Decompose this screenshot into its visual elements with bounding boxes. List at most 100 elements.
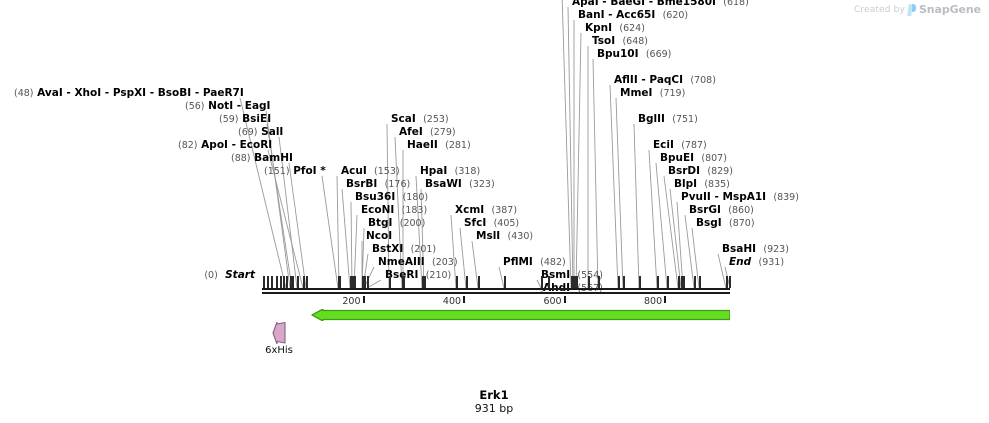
restriction-site-label[interactable]: MmeI (719) — [620, 87, 685, 100]
site-name[interactable]: MmeI — [620, 87, 653, 99]
restriction-site-label[interactable]: BsrDI (829) — [668, 165, 733, 178]
site-name[interactable]: BamHI — [254, 152, 293, 164]
site-name[interactable]: HaeII — [407, 139, 438, 151]
site-name[interactable]: End — [729, 256, 752, 268]
site-name[interactable]: Bme1580I — [656, 0, 716, 8]
site-name[interactable]: KpnI — [585, 22, 613, 34]
site-name[interactable]: SfcI — [464, 217, 487, 229]
site-name[interactable]: AfeI — [399, 126, 423, 138]
restriction-site-label[interactable]: BsrBI (176) — [346, 178, 410, 191]
site-position: (82) — [178, 140, 198, 151]
site-name[interactable]: TsoI — [592, 35, 616, 47]
site-name[interactable]: Bpu10I — [597, 48, 639, 60]
site-name[interactable]: NmeAIII — [378, 256, 425, 268]
site-name[interactable]: NcoI — [366, 230, 393, 242]
site-name[interactable]: PaeR7I — [202, 87, 244, 99]
site-name[interactable]: AflII — [614, 74, 638, 86]
site-name[interactable]: EcoNI — [361, 204, 395, 216]
restriction-site-label[interactable]: ApaI - BaeGI - Bme1580I (618) — [572, 0, 749, 9]
restriction-site-label[interactable]: BpuEI (807) — [660, 152, 727, 165]
6xhis-feature-arrow[interactable] — [272, 322, 286, 344]
site-name[interactable]: MspA1I — [722, 191, 767, 203]
site-name[interactable]: ScaI — [391, 113, 416, 125]
restriction-site-label[interactable]: AflII - PaqCI (708) — [614, 74, 716, 87]
site-name[interactable]: EciI — [653, 139, 674, 151]
erk1-orf-arrow[interactable] — [311, 309, 730, 321]
restriction-site-label[interactable]: AfeI (279) — [399, 126, 456, 139]
restriction-site-label[interactable]: EciI (787) — [653, 139, 707, 152]
site-name[interactable]: HpaI — [420, 165, 448, 177]
restriction-site-label[interactable]: BanI - Acc65I (620) — [578, 9, 688, 22]
restriction-site-label[interactable]: BsaWI (323) — [425, 178, 495, 191]
site-name[interactable]: ApaI — [572, 0, 599, 8]
site-name[interactable]: BsmI — [541, 269, 571, 281]
cut-site-tick — [657, 276, 659, 288]
site-name[interactable]: PaqCI — [649, 74, 684, 86]
site-name[interactable]: BsrGI — [689, 204, 721, 216]
site-name[interactable]: MslI — [476, 230, 501, 242]
site-name[interactable]: Acc65I — [616, 9, 656, 21]
restriction-site-label[interactable]: TsoI (648) — [592, 35, 648, 48]
restriction-site-label[interactable]: (69) SalI — [238, 126, 283, 139]
restriction-site-label[interactable]: (88) BamHI — [231, 152, 293, 165]
restriction-site-label[interactable]: BsgI (870) — [696, 217, 755, 230]
site-name[interactable]: BsaHI — [722, 243, 757, 255]
restriction-site-label[interactable]: End (931) — [729, 256, 784, 269]
site-name[interactable]: XcmI — [455, 204, 485, 216]
site-name[interactable]: BtgI — [368, 217, 393, 229]
restriction-site-label[interactable]: BsrGI (860) — [689, 204, 754, 217]
restriction-site-label[interactable]: NcoI — [366, 230, 392, 242]
site-name[interactable]: PflMI — [503, 256, 533, 268]
site-name[interactable]: SalI — [261, 126, 284, 138]
site-name[interactable]: EagI — [244, 100, 271, 112]
restriction-site-label[interactable]: XcmI (387) — [455, 204, 517, 217]
restriction-site-label[interactable]: BlpI (835) — [674, 178, 730, 191]
site-name[interactable]: BsiEI — [242, 113, 272, 125]
site-name[interactable]: BsgI — [696, 217, 722, 229]
restriction-site-label[interactable]: AcuI (153) — [341, 165, 400, 178]
restriction-site-label[interactable]: (82) ApoI - EcoRI — [178, 139, 272, 152]
site-name[interactable]: ApoI — [201, 139, 228, 151]
site-name[interactable]: BanI — [578, 9, 605, 21]
restriction-site-label[interactable]: BtgI (200) — [368, 217, 425, 230]
restriction-site-label[interactable]: BsaHI (923) — [722, 243, 789, 256]
restriction-site-label[interactable]: SfcI (405) — [464, 217, 519, 230]
site-name[interactable]: PfoI — [293, 165, 317, 177]
site-name[interactable]: PvuII — [681, 191, 711, 203]
restriction-site-label[interactable]: (151) PfoI * — [264, 165, 326, 178]
site-name[interactable]: EcoRI — [239, 139, 273, 151]
restriction-site-label[interactable]: BseRI (210) — [385, 269, 451, 282]
restriction-site-label[interactable]: (59) BsiEI — [219, 113, 271, 126]
site-name[interactable]: XhoI — [74, 87, 102, 99]
restriction-site-label[interactable]: BstXI (201) — [372, 243, 436, 256]
restriction-site-label[interactable]: (48) AvaI - XhoI - PspXI - BsoBI - PaeR7… — [14, 87, 244, 100]
site-name[interactable]: BpuEI — [660, 152, 695, 164]
site-name[interactable]: NotI — [208, 100, 234, 112]
restriction-site-label[interactable]: PflMI (482) — [503, 256, 566, 269]
site-name[interactable]: BsoBI — [157, 87, 192, 99]
site-name[interactable]: BsrBI — [346, 178, 378, 190]
restriction-site-label[interactable]: (56) NotI - EagI — [185, 100, 270, 113]
restriction-site-label[interactable]: HpaI (318) — [420, 165, 480, 178]
restriction-site-label[interactable]: NmeAIII (203) — [378, 256, 458, 269]
restriction-site-label[interactable]: KpnI (624) — [585, 22, 645, 35]
restriction-site-label[interactable]: MslI (430) — [476, 230, 533, 243]
restriction-site-label[interactable]: ScaI (253) — [391, 113, 449, 126]
site-name[interactable]: BglII — [638, 113, 665, 125]
site-name[interactable]: AvaI — [37, 87, 63, 99]
restriction-site-label[interactable]: Bpu10I (669) — [597, 48, 671, 61]
site-name[interactable]: BlpI — [674, 178, 698, 190]
site-name[interactable]: BaeGI — [610, 0, 646, 8]
restriction-site-label[interactable]: BglII (751) — [638, 113, 698, 126]
restriction-site-label[interactable]: Bsu36I (180) — [355, 191, 428, 204]
site-name[interactable]: BsrDI — [668, 165, 701, 177]
restriction-site-label[interactable]: EcoNI (183) — [361, 204, 427, 217]
site-name[interactable]: PspXI — [112, 87, 147, 99]
site-name[interactable]: BstXI — [372, 243, 404, 255]
restriction-site-label[interactable]: PvuII - MspA1I (839) — [681, 191, 799, 204]
site-name[interactable]: BseRI — [385, 269, 419, 281]
site-name[interactable]: BsaWI — [425, 178, 462, 190]
restriction-site-label[interactable]: HaeII (281) — [407, 139, 471, 152]
site-name[interactable]: Bsu36I — [355, 191, 396, 203]
site-name[interactable]: AcuI — [341, 165, 367, 177]
